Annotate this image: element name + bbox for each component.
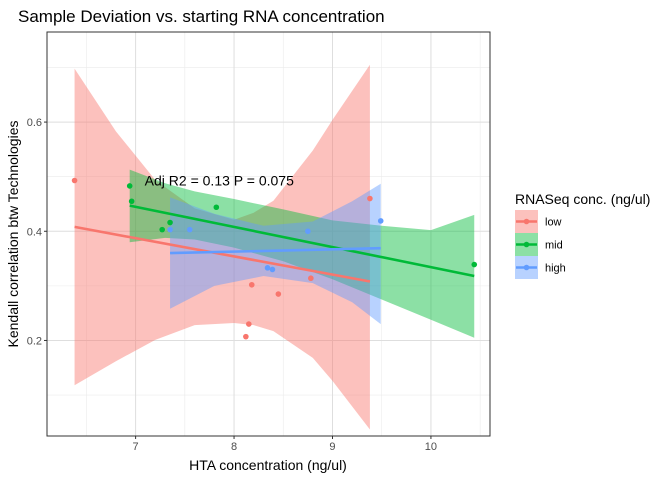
legend-items: low mid high <box>515 210 566 279</box>
point-mid <box>159 226 165 233</box>
x-tick-label: 9 <box>329 441 335 453</box>
point-mid <box>213 204 220 211</box>
fit-lines <box>74 204 475 283</box>
x-axis-ticks: 7 8 9 10 <box>133 436 437 453</box>
fit-line-high <box>170 246 381 255</box>
legend: RNASeq conc. (ng/ul) low mid high <box>515 191 650 279</box>
ribbon-low <box>74 64 370 430</box>
ribbon-mid <box>129 169 475 338</box>
y-axis-ticks: 0.2 0.4 0.6 <box>27 117 47 347</box>
point-mid <box>167 219 173 226</box>
point-low <box>308 275 314 282</box>
point-mid <box>128 198 135 205</box>
point-high <box>186 226 193 233</box>
fit-annotation: Adj R2 = 0.13 P = 0.075 <box>145 172 294 188</box>
point-mid <box>126 183 133 189</box>
fit-line-mid <box>129 204 475 278</box>
confidence-ribbons <box>74 64 475 430</box>
legend-label: mid <box>545 240 563 252</box>
point-low <box>243 333 249 340</box>
point-high <box>264 265 271 271</box>
y-tick-label: 0.6 <box>27 117 42 129</box>
legend-item-mid: mid <box>515 233 563 256</box>
y-tick-label: 0.2 <box>27 335 42 347</box>
data-points <box>71 177 478 340</box>
fit-line-low <box>74 225 371 283</box>
x-tick-label: 7 <box>133 441 139 453</box>
y-axis-title: Kendall correlation btw Technologies <box>5 121 21 348</box>
point-low <box>248 281 255 288</box>
legend-item-high: high <box>515 256 566 279</box>
legend-key-point <box>523 264 530 271</box>
legend-key-point <box>523 241 530 248</box>
x-axis-title: HTA concentration (ng/ul) <box>189 457 347 473</box>
chart-title: Sample Deviation vs. starting RNA concen… <box>18 7 385 26</box>
point-high <box>269 266 276 273</box>
legend-key-point <box>523 218 530 225</box>
point-high <box>167 226 173 233</box>
legend-label: low <box>545 217 562 229</box>
point-low <box>71 177 78 184</box>
point-high <box>305 228 311 235</box>
point-low <box>275 291 282 297</box>
legend-label: high <box>545 263 566 275</box>
legend-item-low: low <box>515 210 562 233</box>
ribbon-high <box>170 183 381 325</box>
point-low <box>367 195 373 202</box>
x-tick-label: 8 <box>231 441 237 453</box>
y-tick-label: 0.4 <box>27 226 42 238</box>
legend-title: RNASeq conc. (ng/ul) <box>515 191 650 207</box>
grid-lines <box>47 32 490 436</box>
point-mid <box>471 261 478 268</box>
x-tick-label: 10 <box>425 441 437 453</box>
point-high <box>377 218 384 224</box>
plot-border <box>46 31 491 437</box>
point-low <box>246 321 252 327</box>
